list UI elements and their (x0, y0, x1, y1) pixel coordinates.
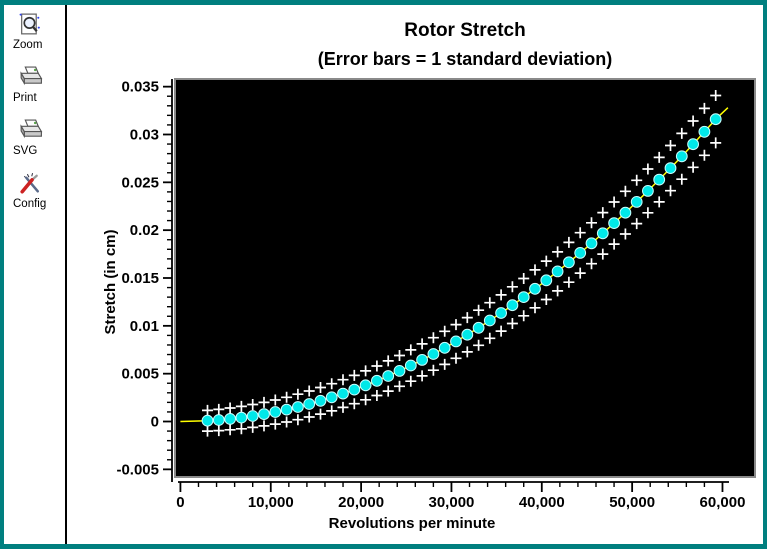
chart-canvas[interactable]: Rotor Stretch (Error bars = 1 standard d… (66, 5, 763, 544)
toolbar-separator (65, 5, 67, 544)
data-point (269, 406, 282, 418)
data-point (529, 282, 541, 295)
data-series-layer (180, 90, 729, 437)
x-tick-label: 10,000 (248, 494, 294, 511)
data-point (348, 383, 361, 396)
data-point (450, 335, 462, 348)
data-point (653, 173, 666, 186)
data-point (359, 379, 372, 392)
data-point (687, 138, 699, 151)
chart-title: Rotor Stretch (404, 20, 525, 41)
data-point (630, 196, 643, 208)
data-point (642, 185, 654, 197)
print-button[interactable]: Print (13, 64, 44, 105)
data-point (517, 291, 530, 304)
data-point (472, 321, 485, 334)
data-point (393, 365, 406, 377)
data-point (246, 410, 259, 422)
y-tick-label: 0.01 (130, 318, 159, 335)
data-point (495, 307, 508, 319)
svg-export-icon (17, 117, 44, 144)
y-axis-label: Stretch (in cm) (102, 229, 119, 334)
y-tick-label: 0.02 (130, 222, 159, 239)
data-point (382, 370, 395, 382)
x-tick-label: 30,000 (429, 494, 475, 511)
data-point (438, 341, 451, 354)
data-point (540, 274, 553, 287)
data-point (619, 206, 632, 219)
data-point (596, 227, 609, 240)
data-point (337, 387, 349, 400)
error-bar-markers (202, 90, 722, 437)
x-tick-label: 0 (176, 494, 184, 511)
data-point (235, 411, 248, 424)
axis-ticks-layer: 0 10,000 20,000 30,000 40,000 50,000 60,000 -0.… (116, 79, 745, 511)
zoom-icon (17, 11, 44, 38)
y-tick-label: 0.03 (130, 126, 159, 143)
config-button-label: Config (13, 198, 47, 210)
data-point (371, 374, 383, 387)
x-axis-label: Revolutions per minute (329, 515, 496, 532)
x-tick-label: 60,000 (700, 494, 746, 511)
data-point (201, 414, 214, 427)
config-tools-icon (17, 170, 44, 197)
data-point (280, 403, 293, 416)
data-point (698, 125, 711, 138)
zoom-button-label: Zoom (13, 39, 43, 51)
data-point (314, 394, 327, 407)
data-point (574, 247, 587, 259)
data-point (563, 256, 575, 269)
data-point (551, 265, 564, 278)
data-point (506, 299, 519, 312)
data-point (416, 354, 429, 366)
print-button-label: Print (13, 92, 37, 104)
y-tick-label: 0.025 (121, 174, 159, 191)
x-tick-label: 20,000 (338, 494, 384, 511)
data-point (212, 414, 225, 426)
data-point (585, 237, 598, 250)
config-button[interactable]: Config (13, 170, 46, 211)
y-tick-label: 0 (151, 414, 159, 431)
printer-icon (17, 64, 44, 91)
data-point (461, 328, 474, 341)
data-point (404, 359, 417, 372)
data-point (427, 348, 440, 360)
y-tick-label: 0.005 (121, 366, 159, 383)
zoom-button[interactable]: Zoom (13, 11, 44, 52)
data-point (664, 162, 677, 175)
y-tick-label: -0.005 (116, 461, 159, 478)
x-tick-label: 50,000 (609, 494, 655, 511)
svg-button[interactable]: SVG (13, 117, 44, 158)
data-point (258, 408, 270, 421)
data-point (325, 391, 338, 404)
y-tick-label: 0.015 (121, 270, 159, 287)
data-point (709, 113, 722, 126)
data-point (483, 314, 496, 327)
y-tick-label: 0.035 (121, 79, 159, 96)
chart-subtitle: (Error bars = 1 standard deviation) (318, 49, 613, 69)
svg-button-label: SVG (13, 145, 38, 157)
data-point (608, 217, 620, 230)
data-point (292, 401, 304, 413)
data-point (224, 413, 237, 425)
chart-area: Rotor Stretch (Error bars = 1 standard d… (66, 5, 763, 544)
data-point (303, 398, 316, 410)
data-point (675, 150, 688, 163)
x-tick-label: 40,000 (519, 494, 565, 511)
toolbar: Zoom Print (4, 5, 65, 544)
